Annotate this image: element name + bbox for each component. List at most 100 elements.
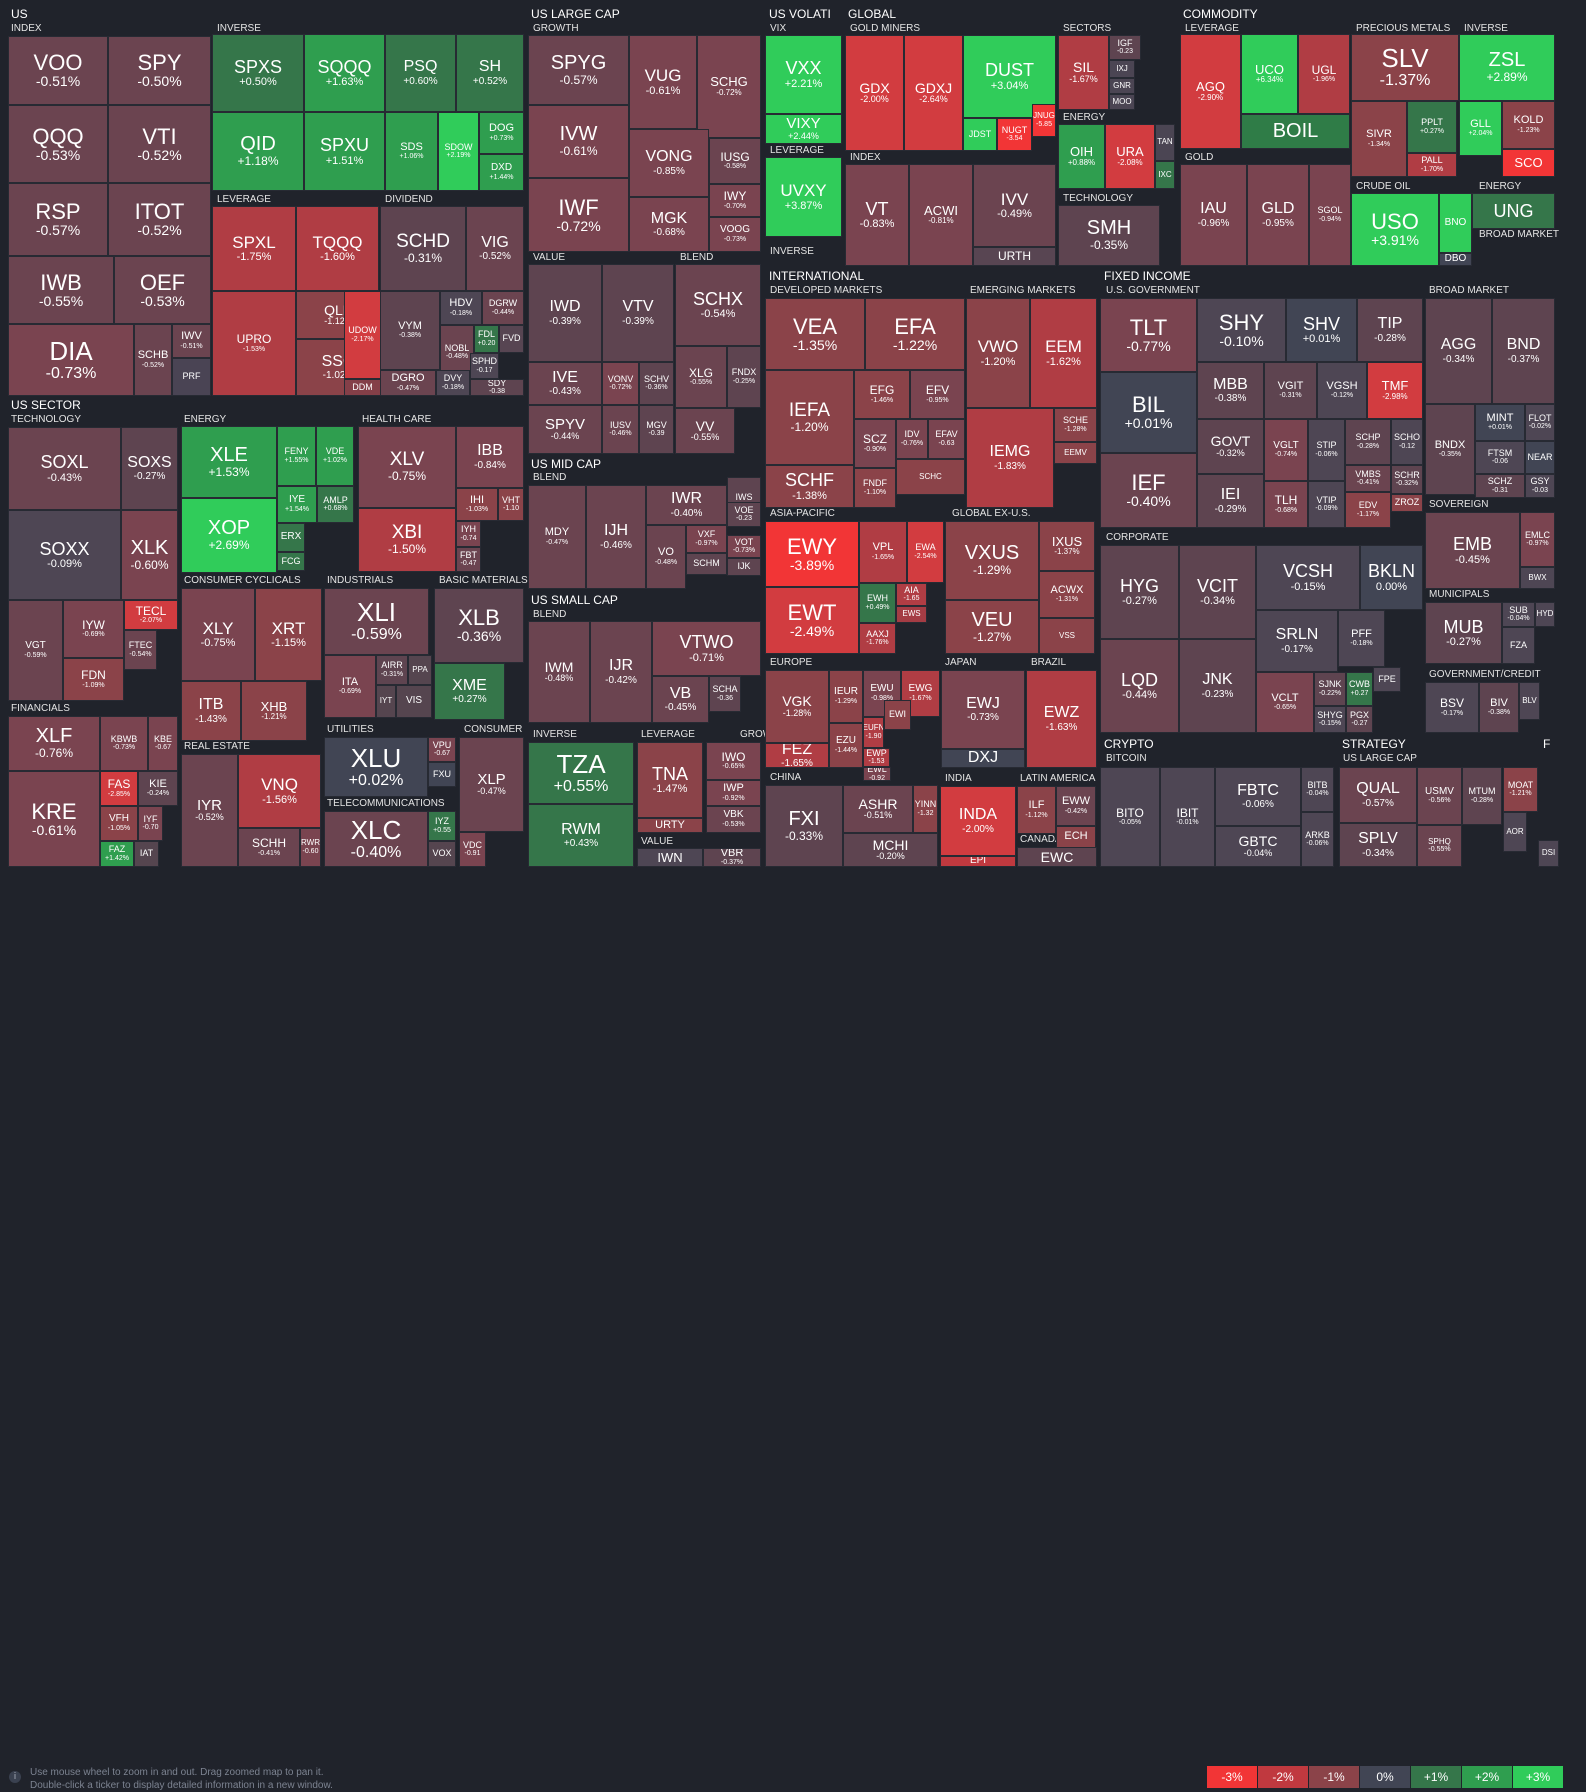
ticker-tile-acwi[interactable]: ACWI -0.81% [909,164,973,266]
ticker-tile-vfh[interactable]: VFH -1.05% [100,806,138,841]
ticker-tile-ewj[interactable]: EWJ -0.73% [941,670,1025,749]
ticker-tile-shv[interactable]: SHV +0.01% [1286,298,1357,362]
ticker-tile-tecl[interactable]: TECL -2.07% [124,600,178,630]
ticker-tile-vonv[interactable]: VONV -0.72% [602,362,639,405]
ticker-tile-kbwb[interactable]: KBWB -0.73% [100,716,148,771]
ticker-tile-fdl[interactable]: FDL +0.20 [474,325,499,353]
ticker-tile-xhb[interactable]: XHB -1.21% [241,681,307,741]
ticker-tile-pplt[interactable]: PPLT +0.27% [1407,101,1457,153]
ticker-tile-iyh[interactable]: IYH -0.74 [456,521,481,547]
ticker-tile-fxu[interactable]: FXU [428,762,456,787]
ticker-tile-bkln[interactable]: BKLN 0.00% [1360,545,1423,610]
ticker-tile-sdow[interactable]: SDOW +2.19% [438,112,479,191]
ticker-tile-ieur[interactable]: IEUR -1.29% [829,670,863,723]
ticker-tile-qid[interactable]: QID +1.18% [212,112,304,191]
ticker-tile-vglt[interactable]: VGLT -0.74% [1264,419,1308,481]
ticker-tile-xlk[interactable]: XLK -0.60% [121,510,178,600]
ticker-tile-iwn[interactable]: IWN [637,848,703,867]
ticker-tile-stip[interactable]: STIP -0.06% [1308,419,1345,481]
ticker-tile-biv[interactable]: BIV -0.38% [1479,682,1519,733]
ticker-tile-edv[interactable]: EDV -1.17% [1345,492,1391,528]
ticker-tile-mchi[interactable]: MCHI -0.20% [843,833,938,867]
ticker-tile-ppa[interactable]: PPA [408,655,432,685]
ticker-tile-sdy[interactable]: SDY -0.38 [470,379,524,396]
ticker-tile-iyt[interactable]: IYT [376,685,396,718]
ticker-tile-spxs[interactable]: SPXS +0.50% [212,34,304,112]
ticker-tile-gbtc[interactable]: GBTC -0.04% [1215,826,1301,867]
ticker-tile-soxx[interactable]: SOXX -0.09% [8,510,121,600]
ticker-tile-ijk[interactable]: IJK [727,558,761,576]
ticker-tile-tmf[interactable]: TMF -2.98% [1367,362,1423,419]
ticker-tile-uco[interactable]: UCO +6.34% [1241,34,1298,114]
ticker-tile-vtip[interactable]: VTIP -0.09% [1308,481,1345,528]
ticker-tile-srln[interactable]: SRLN -0.17% [1256,610,1338,672]
ticker-tile-jnug[interactable]: JNUG -5.85 [1032,104,1056,137]
ticker-tile-ugl[interactable]: UGL -1.96% [1298,34,1350,114]
ticker-tile-ewc[interactable]: EWC [1017,847,1097,867]
ticker-tile-mtum[interactable]: MTUM -0.28% [1462,767,1502,825]
ticker-tile-eemv[interactable]: EEMV [1054,442,1097,464]
ticker-tile-smh[interactable]: SMH -0.35% [1058,205,1160,266]
ticker-tile-hyg[interactable]: HYG -0.27% [1100,545,1179,639]
ticker-tile-blv[interactable]: BLV [1519,682,1540,720]
ticker-tile-ung[interactable]: UNG [1472,193,1555,229]
ticker-tile-ewl[interactable]: EWL -0.92 [863,767,891,781]
ticker-tile-schc[interactable]: SCHC [896,459,965,495]
ticker-tile-airr[interactable]: AIRR -0.31% [376,655,408,685]
ticker-tile-emb[interactable]: EMB -0.45% [1425,512,1520,589]
ticker-tile-zsl[interactable]: ZSL +2.89% [1459,34,1555,101]
ticker-tile-feny[interactable]: FENY +1.55% [277,426,316,486]
ticker-tile-efg[interactable]: EFG -1.46% [854,370,910,419]
ticker-tile-vss[interactable]: VSS [1039,618,1095,654]
ticker-tile-itot[interactable]: ITOT -0.52% [108,183,211,256]
ticker-tile-fza[interactable]: FZA [1502,627,1535,664]
ticker-tile-acwx[interactable]: ACWX -1.31% [1039,571,1095,618]
ticker-tile-eem[interactable]: EEM -1.62% [1030,298,1097,408]
ticker-tile-schx[interactable]: SCHX -0.54% [675,264,761,346]
ticker-tile-sco[interactable]: SCO [1502,149,1555,177]
ticker-tile-igf[interactable]: IGF -0.23 [1109,35,1141,60]
ticker-tile-uvxy[interactable]: UVXY +3.87% [765,157,842,237]
ticker-tile-vht[interactable]: VHT -1.10 [498,488,524,521]
ticker-tile-pgx[interactable]: PGX -0.27 [1346,706,1373,733]
ticker-tile-itb[interactable]: ITB -1.43% [181,681,241,741]
ticker-tile-sqqq[interactable]: SQQQ +1.63% [304,34,385,112]
ticker-tile-vwo[interactable]: VWO -1.20% [966,298,1030,408]
ticker-tile-sub[interactable]: SUB -0.04% [1502,602,1535,627]
ticker-tile-vtv[interactable]: VTV -0.39% [602,264,674,362]
ticker-tile-qqq[interactable]: QQQ -0.53% [8,105,108,183]
ticker-tile-vgsh[interactable]: VGSH -0.12% [1317,362,1367,419]
ticker-tile-ive[interactable]: IVE -0.43% [528,362,602,405]
ticker-tile-near[interactable]: NEAR [1525,441,1555,474]
ticker-tile-cwb[interactable]: CWB +0.27 [1346,672,1373,706]
ticker-tile-moat[interactable]: MOAT -1.21% [1503,767,1538,812]
ticker-tile-vot[interactable]: VOT -0.73% [727,535,761,558]
ticker-tile-ixc[interactable]: IXC [1155,161,1175,189]
ticker-tile-tlt[interactable]: TLT -0.77% [1100,298,1197,372]
ticker-tile-vug[interactable]: VUG -0.61% [629,35,697,129]
ticker-tile-voog[interactable]: VOOG -0.73% [709,217,761,252]
ticker-tile-ashr[interactable]: ASHR -0.51% [843,785,913,833]
ticker-tile-xlc[interactable]: XLC -0.40% [324,811,428,867]
ticker-tile-sivr[interactable]: SIVR -1.34% [1351,101,1407,177]
ticker-tile-ewt[interactable]: EWT -2.49% [765,587,859,654]
ticker-tile-dog[interactable]: DOG +0.73% [479,112,524,154]
ticker-tile-arkb[interactable]: ARKB -0.06% [1301,812,1334,867]
ticker-tile-amlp[interactable]: AMLP +0.68% [317,486,354,523]
ticker-tile-fcg[interactable]: FCG [277,552,305,571]
ticker-tile-xme[interactable]: XME +0.27% [434,663,505,720]
ticker-tile-ech[interactable]: ECH [1056,826,1096,848]
ticker-tile-iyr[interactable]: IYR -0.52% [181,754,238,867]
ticker-tile-tza[interactable]: TZA +0.55% [528,742,634,804]
ticker-tile-iwb[interactable]: IWB -0.55% [8,256,114,324]
ticker-tile-vmbs[interactable]: VMBS -0.41% [1345,465,1391,492]
ticker-tile-fpe[interactable]: FPE [1373,667,1401,692]
ticker-tile-tqqq[interactable]: TQQQ -1.60% [296,206,379,291]
ticker-tile-idv[interactable]: IDV -0.76% [896,419,928,459]
ticker-tile-fndf[interactable]: FNDF -1.10% [854,468,896,508]
ticker-tile-epi[interactable]: EPI [940,856,1016,867]
ticker-tile-fbt[interactable]: FBT -0.47 [456,547,481,572]
ticker-tile-ewi[interactable]: EWI [884,700,911,730]
ticker-tile-lqd[interactable]: LQD -0.44% [1100,639,1179,733]
ticker-tile-pall[interactable]: PALL -1.70% [1407,153,1457,177]
